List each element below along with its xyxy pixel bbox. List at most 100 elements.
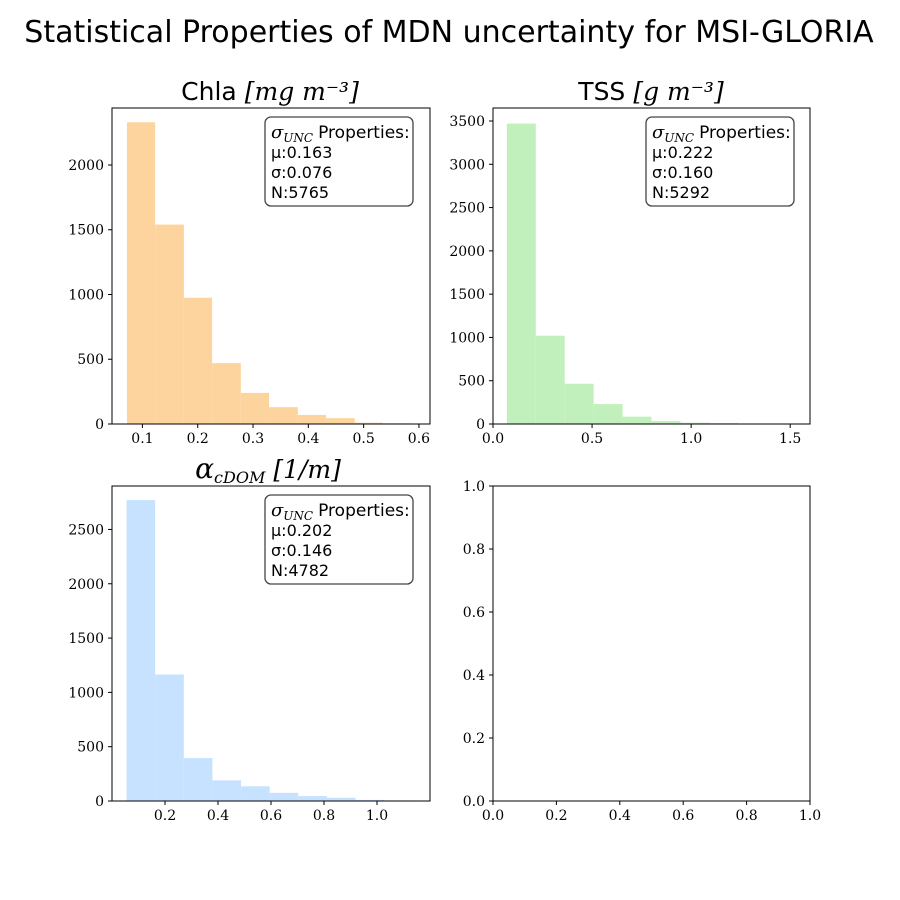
acdom-y-tick-label: 1000 <box>68 685 104 701</box>
empty-y-tick-label: 0.2 <box>463 731 485 747</box>
acdom-histogram-bar <box>355 799 385 801</box>
tss-y-tick-label: 1000 <box>449 330 485 346</box>
acdom-histogram-bar <box>126 500 156 801</box>
chla-y-tick-label: 500 <box>77 352 104 368</box>
chla-y-tick-label: 0 <box>95 417 104 433</box>
tss-histogram-bar <box>651 420 681 424</box>
tss-stats-line: N:5292 <box>652 183 710 202</box>
acdom-stats-line: μ:0.202 <box>271 521 332 540</box>
chla-histogram-bar <box>354 422 383 424</box>
acdom-histogram-bar <box>269 792 299 801</box>
acdom-x-tick-label: 1.0 <box>366 808 388 824</box>
acdom-x-tick-label: 0.8 <box>313 808 335 824</box>
tss-histogram-bar <box>622 416 652 424</box>
chla-x-tick-label: 0.4 <box>297 431 319 447</box>
acdom-y-tick-label: 500 <box>77 740 104 756</box>
chla-histogram-panel: Chla [mg m⁻³] 0.1 0.2 0.3 0.4 0.5 0.6 0 500 1000 1… <box>68 77 431 447</box>
chla-x-tick-label: 0.3 <box>242 431 264 447</box>
chla-histogram-bar <box>240 392 270 424</box>
chla-stats-box <box>264 116 414 207</box>
tss-y-tick-label: 3500 <box>449 114 485 130</box>
tss-histogram-bar <box>593 404 623 424</box>
tss-stats-line: μ:0.222 <box>652 143 713 162</box>
empty-y-tick-label: 0.6 <box>463 605 485 621</box>
acdom-histogram-bar <box>241 786 270 801</box>
tss-stats-box <box>645 116 795 207</box>
acdom-histogram-bar <box>326 797 356 801</box>
empty-y-tick-label: 0.0 <box>463 794 485 810</box>
tss-panel-title: TSS [g m⁻³] <box>577 77 724 106</box>
acdom-stats-line: σ:0.146 <box>271 541 332 560</box>
acdom-title-symbol: α <box>195 452 214 485</box>
tss-x-tick-label: 0.0 <box>482 431 504 447</box>
acdom-panel-title: αcDOM [1/m] <box>195 452 341 487</box>
chla-y-tick-label: 2000 <box>68 158 104 174</box>
chla-histogram-bar <box>183 297 213 424</box>
acdom-histogram-bar <box>298 796 327 801</box>
empty-y-tick-label: 1.0 <box>463 479 485 495</box>
chla-panel-title: Chla [mg m⁻³] <box>181 77 359 106</box>
empty-y-tick-label: 0.4 <box>463 668 485 684</box>
chla-stats-line: N:5765 <box>271 183 329 202</box>
acdom-x-tick-label: 0.6 <box>260 808 282 824</box>
acdom-histogram-panel: αcDOM [1/m] 0.2 0.4 0.6 0.8 1.0 0 500 1000 1500 20… <box>68 452 431 824</box>
tss-histogram-bar <box>535 335 565 424</box>
tss-stats-heading: σUNC Properties: <box>652 122 791 145</box>
tss-axes-frame <box>492 107 811 425</box>
acdom-stats-box <box>264 494 414 585</box>
acdom-histogram-bar <box>183 758 213 801</box>
acdom-y-tick-label: 0 <box>95 794 104 810</box>
tss-title-unit: [g m⁻³] <box>633 77 724 106</box>
tss-histogram-bar <box>680 422 710 424</box>
chla-histogram-bar <box>126 122 156 424</box>
acdom-x-tick-label: 0.4 <box>207 808 229 824</box>
empty-x-tick-label: 0.8 <box>735 808 757 824</box>
chla-y-tick-label: 1000 <box>68 287 104 303</box>
tss-y-tick-label: 500 <box>458 374 485 390</box>
empty-axes-panel: 0.0 0.2 0.4 0.6 0.8 1.0 0.0 0.2 0.4 0.6 0.8 1.0 <box>463 479 821 824</box>
acdom-title-subscript: cDOM <box>214 468 266 487</box>
tss-histogram-panel: TSS [g m⁻³] 0.0 0.5 1.0 1.5 0 500 1000 1500 2000 2… <box>449 77 811 447</box>
tss-y-tick-label: 0 <box>476 417 485 433</box>
chla-stats-line: σ:0.076 <box>271 163 332 182</box>
figure-title: Statistical Properties of MDN uncertaint… <box>24 15 874 50</box>
tss-y-tick-label: 1500 <box>449 287 485 303</box>
tss-title-text: TSS <box>577 77 625 106</box>
tss-y-tick-label: 2500 <box>449 201 485 217</box>
tss-histogram-bar <box>564 383 594 424</box>
chla-x-tick-label: 0.5 <box>353 431 375 447</box>
empty-x-tick-label: 0.2 <box>545 808 567 824</box>
chla-stats-heading: σUNC Properties: <box>271 122 410 145</box>
chla-histogram-bar <box>269 407 298 424</box>
chla-x-tick-label: 0.6 <box>408 431 430 447</box>
tss-histogram-bar <box>506 123 536 425</box>
empty-x-tick-label: 0.0 <box>482 808 504 824</box>
chla-stats-line: μ:0.163 <box>271 143 332 162</box>
empty-x-tick-label: 0.6 <box>672 808 694 824</box>
acdom-y-tick-label: 2500 <box>68 522 104 538</box>
acdom-histogram-bar <box>155 674 184 801</box>
chla-x-tick-label: 0.1 <box>131 431 153 447</box>
chla-x-tick-label: 0.2 <box>187 431 209 447</box>
empty-x-tick-label: 1.0 <box>799 808 821 824</box>
chla-histogram-bar <box>326 418 355 424</box>
tss-x-tick-label: 1.5 <box>779 431 801 447</box>
tss-x-tick-label: 1.0 <box>680 431 702 447</box>
acdom-stats-line: N:4782 <box>271 561 329 580</box>
acdom-title-unit: [1/m] <box>273 455 341 484</box>
chla-histogram-bar <box>155 224 184 424</box>
chla-histogram-bar <box>297 414 327 424</box>
tss-y-tick-label: 3000 <box>449 157 485 173</box>
tss-stats-line: σ:0.160 <box>652 163 713 182</box>
chla-axes-frame <box>111 107 431 425</box>
tss-y-tick-label: 2000 <box>449 244 485 260</box>
acdom-y-tick-label: 1500 <box>68 631 104 647</box>
empty-x-tick-label: 0.4 <box>609 808 631 824</box>
acdom-stats-heading: σUNC Properties: <box>271 500 410 523</box>
acdom-y-tick-label: 2000 <box>68 577 104 593</box>
chla-histogram-bar <box>212 363 241 424</box>
chla-y-tick-label: 1500 <box>68 223 104 239</box>
acdom-x-tick-label: 0.2 <box>154 808 176 824</box>
chla-title-text: Chla <box>181 77 237 106</box>
